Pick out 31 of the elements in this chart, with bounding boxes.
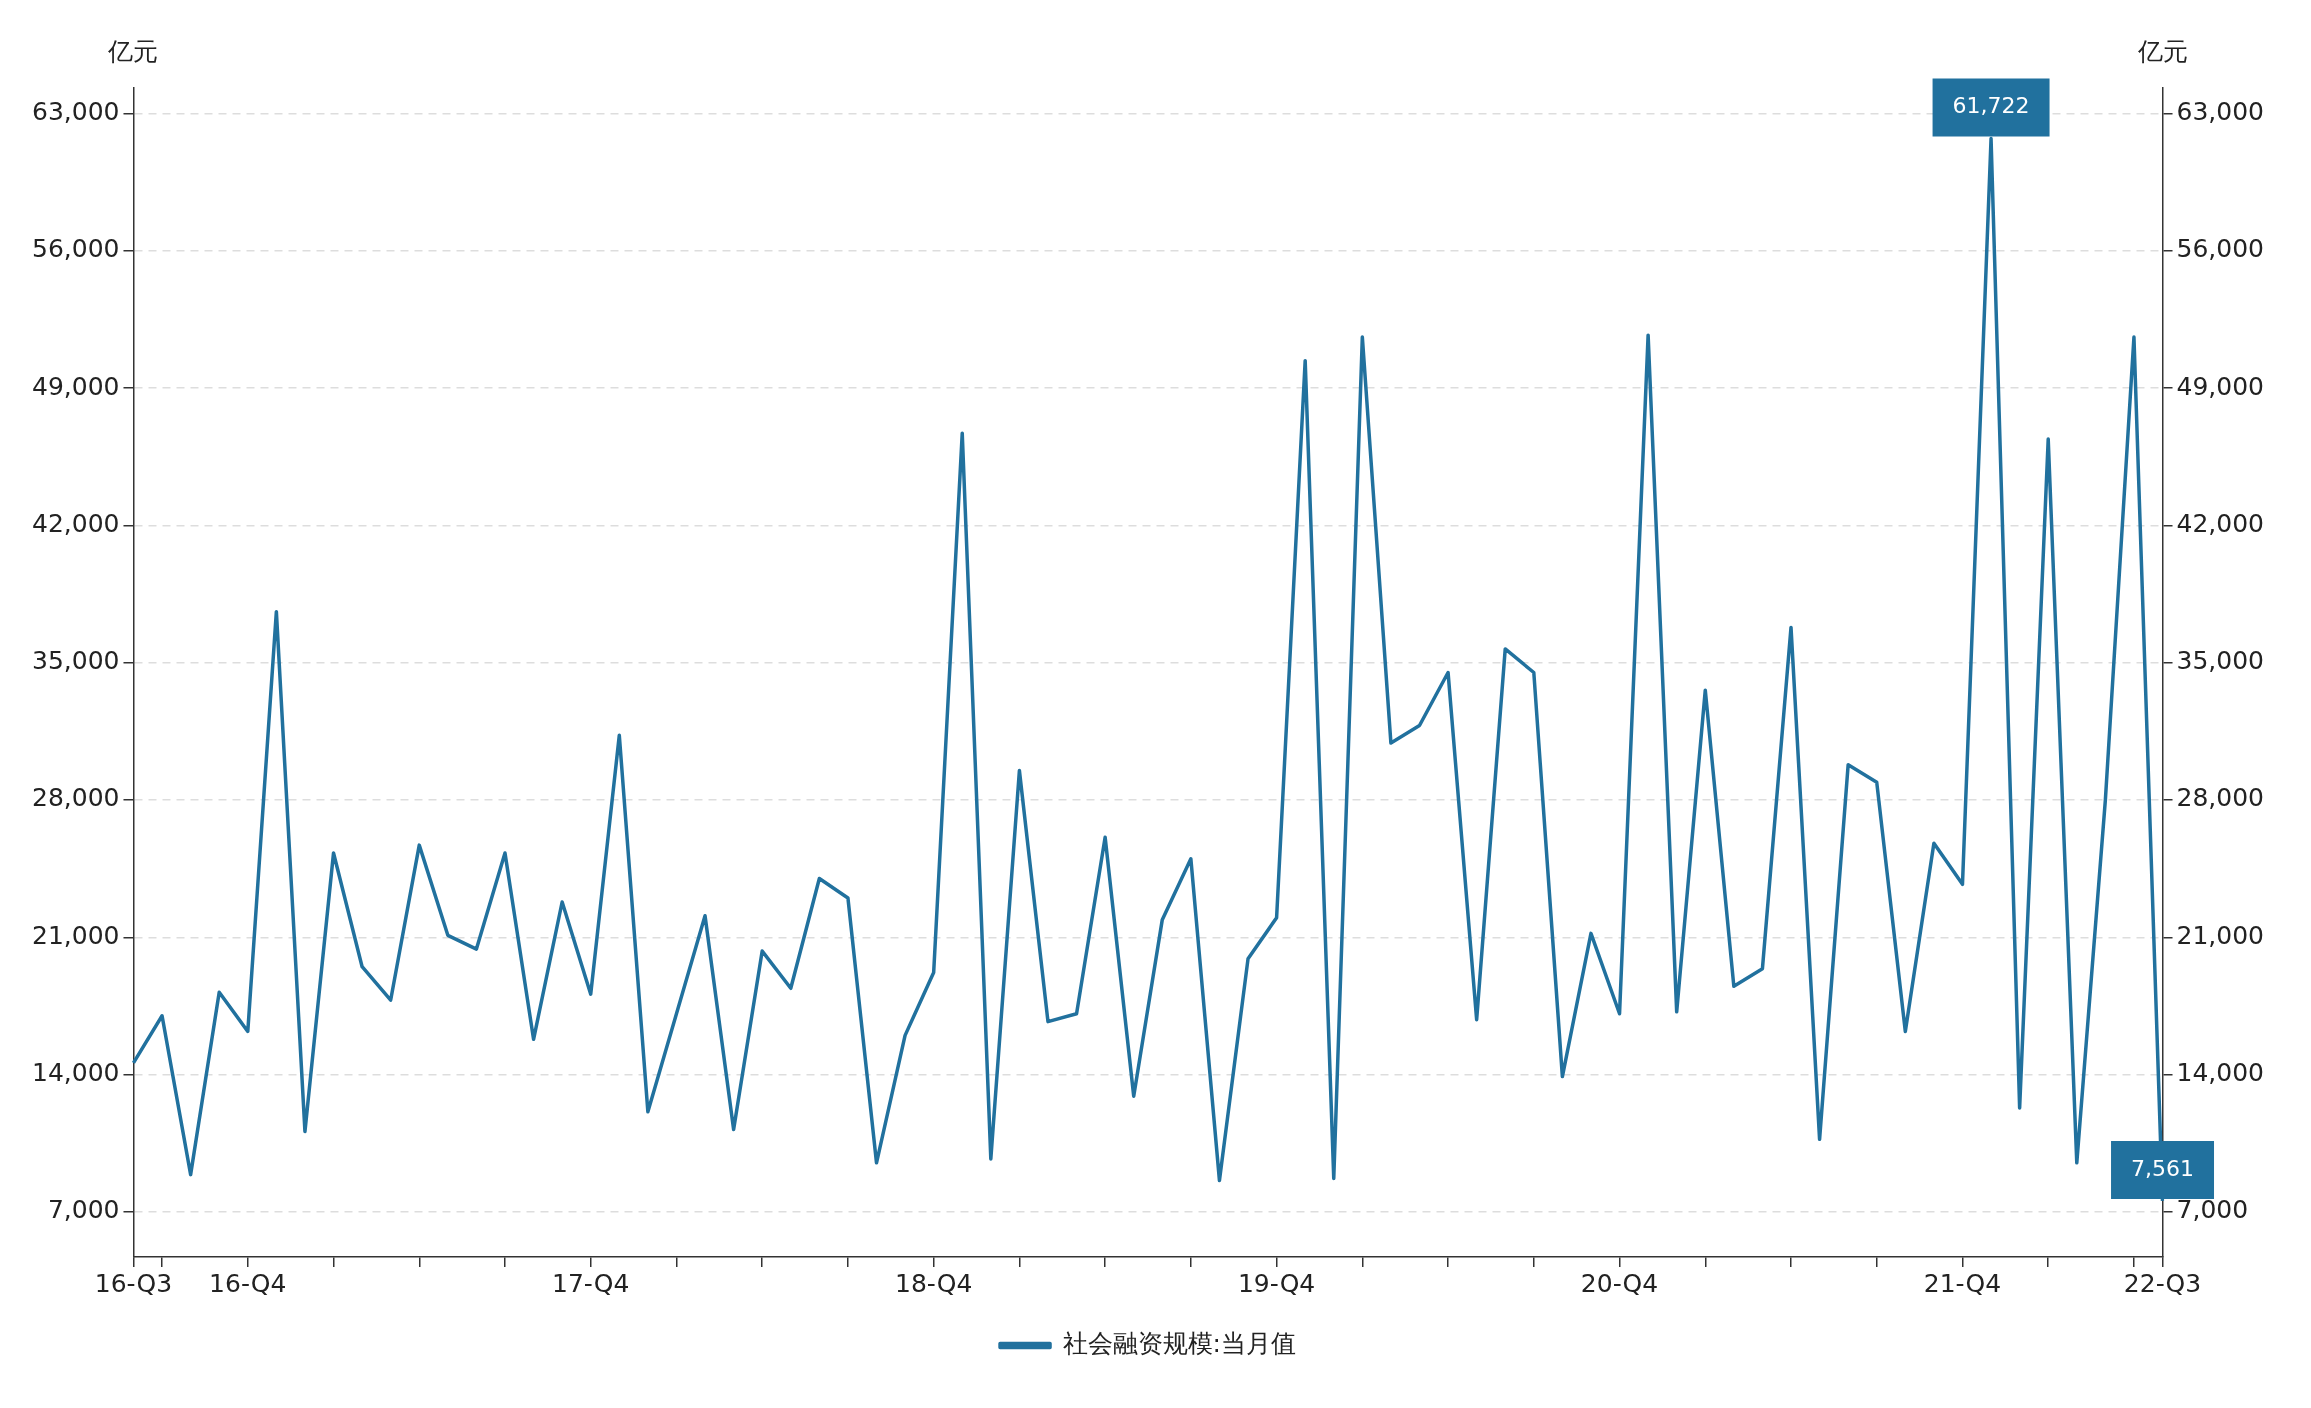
y2-tick-label: 49,000 [2176, 371, 2265, 401]
y-tick-label: 28,000 [31, 783, 120, 813]
y2-tick-label: 42,000 [2176, 508, 2265, 538]
y-tick-label: 49,000 [31, 371, 120, 401]
y-tick-label: 21,000 [31, 920, 120, 950]
y2-tick-label: 7,000 [2176, 1195, 2249, 1225]
data-label: 7,561 [2131, 1155, 2195, 1181]
y-tick-label: 7,000 [47, 1195, 120, 1225]
legend-label: 社会融资规模:当月值 [1062, 1329, 1296, 1358]
x-tick-label: 18-Q4 [894, 1268, 973, 1298]
y2-tick-label: 21,000 [2176, 920, 2265, 950]
y-tick-label: 14,000 [31, 1058, 120, 1088]
y2-tick-label: 28,000 [2176, 783, 2265, 813]
x-tick-label: 22-Q3 [2123, 1268, 2202, 1298]
y-tick-label: 63,000 [31, 97, 120, 126]
x-tick-label: 16-Q4 [209, 1268, 287, 1298]
x-tick-label: 19-Q4 [1237, 1268, 1316, 1298]
data-label: 61,722 [1952, 93, 2030, 119]
y2-tick-label: 56,000 [2176, 234, 2265, 264]
y2-axis-title: 亿元 [2136, 37, 2188, 66]
x-tick-label: 16-Q3 [94, 1268, 173, 1298]
y2-tick-label: 35,000 [2176, 646, 2265, 676]
x-tick-label: 17-Q4 [552, 1268, 630, 1298]
y2-tick-label: 63,000 [2176, 97, 2265, 126]
y-axis-title: 亿元 [107, 37, 159, 66]
y-tick-label: 56,000 [31, 234, 120, 264]
x-tick-label: 20-Q4 [1580, 1268, 1659, 1298]
y-tick-label: 35,000 [31, 646, 120, 676]
y-tick-label: 42,000 [31, 508, 120, 538]
x-tick-label: 21-Q4 [1923, 1268, 2002, 1298]
y2-tick-label: 14,000 [2176, 1058, 2265, 1088]
